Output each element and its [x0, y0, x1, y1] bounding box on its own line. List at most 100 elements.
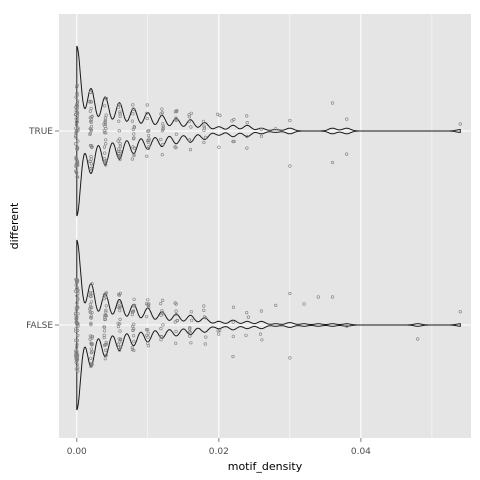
data-point [245, 134, 249, 139]
data-point [75, 286, 79, 290]
data-point [90, 311, 94, 315]
data-point [102, 329, 107, 333]
data-point [75, 279, 79, 283]
data-point [74, 352, 78, 356]
data-point [89, 356, 93, 360]
data-point [202, 304, 206, 308]
data-point [146, 140, 150, 144]
data-point [74, 367, 78, 371]
data-point [174, 132, 178, 136]
data-point [118, 345, 123, 349]
data-point [118, 322, 122, 326]
data-point [188, 334, 192, 338]
data-point [159, 335, 163, 339]
data-point [416, 337, 420, 341]
data-point [146, 146, 150, 150]
data-point [245, 120, 249, 125]
data-point [146, 344, 150, 348]
data-point [345, 117, 349, 121]
data-point [316, 295, 320, 299]
data-point [145, 328, 149, 332]
data-point [145, 154, 149, 158]
data-point [118, 141, 122, 146]
data-point [104, 113, 108, 117]
data-point [116, 321, 120, 325]
data-point [302, 302, 306, 306]
data-point [104, 295, 108, 299]
data-point [74, 169, 78, 173]
data-point [89, 162, 93, 166]
data-point [117, 129, 121, 133]
data-point [218, 113, 222, 118]
data-point [161, 143, 165, 147]
data-point [145, 315, 149, 319]
data-point [76, 297, 80, 301]
data-point [190, 318, 194, 322]
data-point [73, 312, 78, 316]
x-tick-label: 0.02 [209, 447, 229, 457]
data-point [90, 291, 94, 295]
data-point [201, 119, 205, 123]
data-point [75, 159, 79, 163]
data-point [76, 128, 80, 132]
data-point [74, 329, 78, 333]
data-point [132, 124, 136, 129]
x-axis-title: motif_density [228, 460, 303, 473]
data-point [75, 147, 79, 151]
data-point [161, 124, 165, 128]
data-point [131, 103, 135, 107]
data-point [174, 302, 178, 306]
data-point [187, 115, 191, 119]
data-point [88, 291, 93, 295]
data-point [118, 309, 122, 313]
data-point [104, 163, 108, 167]
data-point [104, 304, 108, 308]
data-point [130, 119, 134, 123]
data-point [118, 112, 122, 116]
data-point [75, 356, 79, 360]
data-point [116, 305, 120, 309]
data-point [159, 302, 163, 306]
data-point [75, 281, 79, 285]
data-point [117, 137, 122, 141]
data-point [345, 152, 349, 156]
data-point [88, 334, 92, 338]
data-point [116, 139, 120, 143]
data-point [88, 305, 93, 309]
y-tick-label: FALSE [26, 321, 53, 331]
data-point [174, 329, 178, 334]
data-point [288, 118, 292, 123]
data-point [231, 305, 236, 309]
data-point [246, 315, 250, 319]
data-point [202, 128, 206, 132]
data-point [103, 122, 108, 126]
data-point [189, 310, 193, 314]
data-point [118, 110, 122, 114]
data-point [132, 146, 136, 150]
data-point [104, 348, 108, 352]
panel-background [59, 14, 471, 438]
data-point [89, 316, 93, 320]
data-point [75, 175, 80, 179]
data-point [132, 297, 136, 301]
data-point [104, 127, 108, 131]
data-point [89, 106, 93, 111]
data-point [117, 119, 121, 123]
data-point [75, 328, 80, 333]
data-point [103, 317, 107, 322]
data-point [204, 316, 208, 320]
data-point [146, 298, 150, 302]
data-point [245, 146, 249, 150]
data-point [89, 314, 93, 318]
data-point [160, 129, 164, 133]
data-point [102, 293, 107, 297]
data-point [118, 340, 122, 344]
data-point [90, 343, 94, 347]
data-point [76, 139, 80, 143]
data-point [102, 104, 107, 108]
data-point [230, 119, 234, 123]
data-point [73, 112, 78, 117]
data-point [90, 145, 94, 150]
data-point [74, 306, 78, 310]
data-point [75, 301, 79, 305]
